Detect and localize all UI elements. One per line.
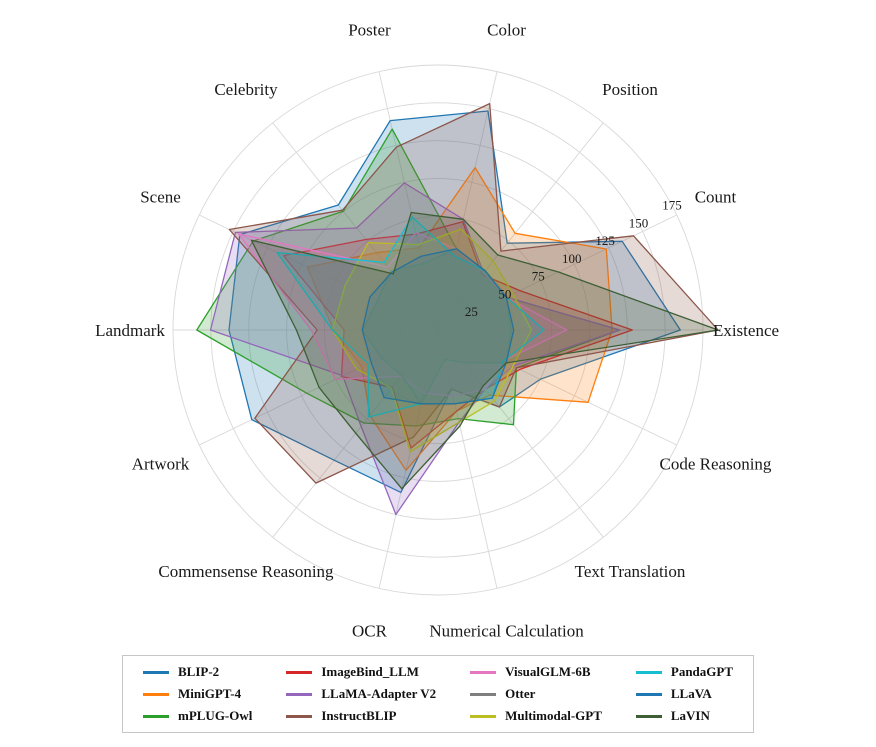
radar-series-lavin [250,211,719,490]
legend-item-lavin: LaVIN [635,708,733,724]
chart-legend: BLIP-2 MiniGPT-4 mPLUG-Owl ImageBind_LLM LLa… [121,655,754,733]
legend-label: Otter [505,686,536,701]
legend-swatch [635,670,662,674]
legend-item-llama-adapter-v2: LLaMA-Adapter V2 [286,686,436,702]
axis-label-celebrity: Celebrity [214,80,278,99]
axis-label-color: Color [487,21,526,40]
radar-series-visualglm-6b [237,231,568,398]
legend-item-pandagpt: PandaGPT [635,664,733,680]
grid-spoke [437,122,604,331]
legend-item-blip-2: BLIP-2 [142,664,252,680]
grid-spoke [437,329,604,538]
legend-item-imagebind-llm: ImageBind_LLM [286,664,436,680]
legend-label: MiniGPT-4 [177,686,242,701]
radial-tick-label: 150 [629,215,649,230]
axis-label-artwork: Artwork [132,455,190,474]
legend-swatch [286,692,313,696]
legend-swatch [142,670,169,674]
legend-swatch [635,714,662,718]
legend-label: Multimodal-GPT [505,708,602,723]
legend-label: LaVIN [670,708,710,723]
axis-label-scene: Scene [140,187,181,206]
axis-label-ocr: OCR [352,621,388,640]
axis-label-position: Position [602,80,658,99]
radial-tick-label: 75 [532,269,545,284]
legend-item-minigpt-4: MiniGPT-4 [142,686,252,702]
axis-label-landmark: Landmark [95,321,165,340]
grid-spoke [437,329,498,589]
legend-swatch [470,670,497,674]
legend-swatch [142,692,169,696]
radial-tick-label: 25 [465,304,478,319]
legend-item-otter: Otter [470,686,602,702]
radar-series-instructblip [228,102,719,484]
legend-swatch [142,714,169,718]
radial-tick-labels: 25 50 75 100 125 150 175 [465,198,682,320]
radar-series-llava [361,248,515,405]
radial-tick-label: 125 [595,233,615,248]
category-labels: Existence Count Position Color Poster Celebri… [95,21,779,641]
legend-label: mPLUG-Owl [177,708,253,723]
axis-label-poster: Poster [348,21,391,40]
legend-label: InstructBLIP [321,708,397,723]
legend-label: ImageBind_LLM [321,664,419,679]
axis-label-commensense-reasoning: Commensense Reasoning [158,562,334,581]
legend-item-multimodal-gpt: Multimodal-GPT [470,708,602,724]
radial-tick-label: 50 [498,286,511,301]
legend-label: VisualGLM-6B [505,664,591,679]
axis-label-existence: Existence [713,321,779,340]
radar-chart: 25 50 75 100 125 150 175 Existence Count Position… [95,21,779,641]
polar-grid [172,64,704,596]
axis-label-code-reasoning: Code Reasoning [660,455,772,474]
grid-spoke [437,329,677,446]
legend-item-llava: LLaVA [635,686,733,702]
legend-item-instructblip: InstructBLIP [286,708,436,724]
radial-tick-label: 175 [662,198,682,213]
legend-label: PandaGPT [670,664,733,679]
legend-swatch [470,692,497,696]
grid-spoke [437,214,677,331]
axis-label-numerical-calculation: Numerical Calculation [429,621,584,640]
legend-swatch [470,714,497,718]
grid-spoke [378,71,439,331]
axis-label-text-translation: Text Translation [575,562,686,581]
legend-swatch [286,714,313,718]
legend-swatch [286,670,313,674]
radar-series-group [196,102,719,516]
axis-label-count: Count [695,187,737,206]
legend-label: LLaMA-Adapter V2 [321,686,437,701]
legend-label: LLaVA [670,686,712,701]
legend-item-visualglm-6b: VisualGLM-6B [470,664,602,680]
radar-series-imagebind-llm [282,221,633,449]
legend-swatch [635,692,662,696]
radial-tick-label: 100 [562,251,582,266]
grid-spoke [272,122,439,331]
grid-spoke [437,71,498,331]
legend-item-mplug-owl: mPLUG-Owl [142,708,253,724]
legend-label: BLIP-2 [177,664,220,679]
grid-spoke [378,329,439,589]
